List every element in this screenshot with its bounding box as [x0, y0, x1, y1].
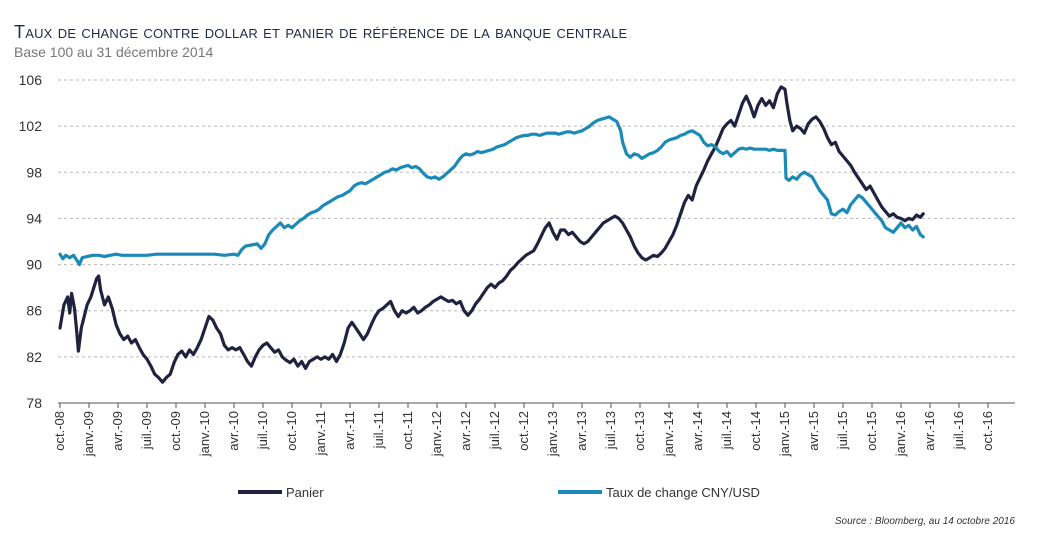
x-tick-label: oct.-15 — [864, 411, 879, 451]
legend-label-cny-usd: Taux de change CNY/USD — [606, 484, 760, 500]
x-tick-label: janv.-15 — [777, 411, 792, 457]
y-tick-label: 86 — [26, 303, 42, 319]
x-tick-label: juil.-12 — [487, 411, 502, 450]
x-tick-label: oct.-12 — [516, 411, 531, 451]
series-layer — [58, 85, 925, 384]
x-tick-label: janv.-10 — [197, 411, 212, 457]
legend-swatch-cny-usd — [558, 490, 602, 494]
x-tick-label: oct.-09 — [168, 411, 183, 451]
x-tick-label: juil.-13 — [603, 411, 618, 450]
y-tick-label: 102 — [19, 118, 43, 134]
series-line-panier — [58, 85, 925, 384]
x-tick-label: avr.-13 — [574, 411, 589, 451]
x-tick-label: juil.-09 — [139, 411, 154, 450]
y-tick-label: 90 — [26, 257, 42, 273]
x-tick-label: janv.-14 — [661, 411, 676, 457]
legend-swatch-panier — [238, 490, 282, 494]
x-tick-label: janv.-13 — [545, 411, 560, 457]
legend-item-cny-usd: Taux de change CNY/USD — [558, 484, 760, 500]
chart-subtitle: Base 100 au 31 décembre 2014 — [14, 44, 214, 60]
y-tick-label: 78 — [26, 395, 42, 411]
x-tick-label: avr.-09 — [110, 411, 125, 451]
x-tick-label: juil.-15 — [835, 411, 850, 450]
x-tick-label: avr.-15 — [806, 411, 821, 451]
x-tick-label: avr.-14 — [690, 411, 705, 451]
x-tick-label: janv.-11 — [313, 411, 328, 456]
y-tick-label: 98 — [26, 164, 42, 180]
x-tick-label: juil.-10 — [255, 411, 270, 450]
y-tick-label: 106 — [19, 72, 43, 88]
x-tick-label: oct.-11 — [400, 411, 415, 450]
x-tick-label: oct.-10 — [284, 411, 299, 451]
x-tick-label: oct.-08 — [52, 411, 67, 451]
series-line-cny-usd — [58, 115, 925, 267]
y-tick-label: 94 — [26, 210, 42, 226]
x-tick-label: janv.-16 — [893, 411, 908, 457]
x-tick-label: juil.-14 — [719, 411, 734, 450]
x-tick-label: avr.-11 — [342, 411, 357, 450]
axis-layer: 78 82 86 90 94 98 102 106 oct.-08 janv.-09 avr.-09… — [19, 72, 1015, 457]
x-tick-label: juil.-16 — [951, 411, 966, 450]
x-tick-label: janv.-12 — [429, 411, 444, 457]
x-tick-label: oct.-14 — [748, 411, 763, 451]
legend-label-panier: Panier — [286, 484, 324, 500]
x-tick-label: oct.-16 — [980, 411, 995, 451]
x-tick-label: janv.-09 — [81, 411, 96, 457]
grid-layer — [58, 79, 1015, 358]
x-tick-label: oct.-13 — [632, 411, 647, 451]
x-tick-label: juil.-11 — [371, 411, 386, 449]
chart-title: Taux de change contre dollar et panier d… — [14, 22, 628, 42]
x-tick-label: avr.-12 — [458, 411, 473, 451]
legend-item-panier: Panier — [238, 484, 324, 500]
y-tick-label: 82 — [26, 349, 42, 365]
x-tick-label: avr.-10 — [226, 411, 241, 451]
x-tick-label: avr.-16 — [922, 411, 937, 451]
source-note: Source : Bloomberg, au 14 octobre 2016 — [834, 516, 1015, 527]
